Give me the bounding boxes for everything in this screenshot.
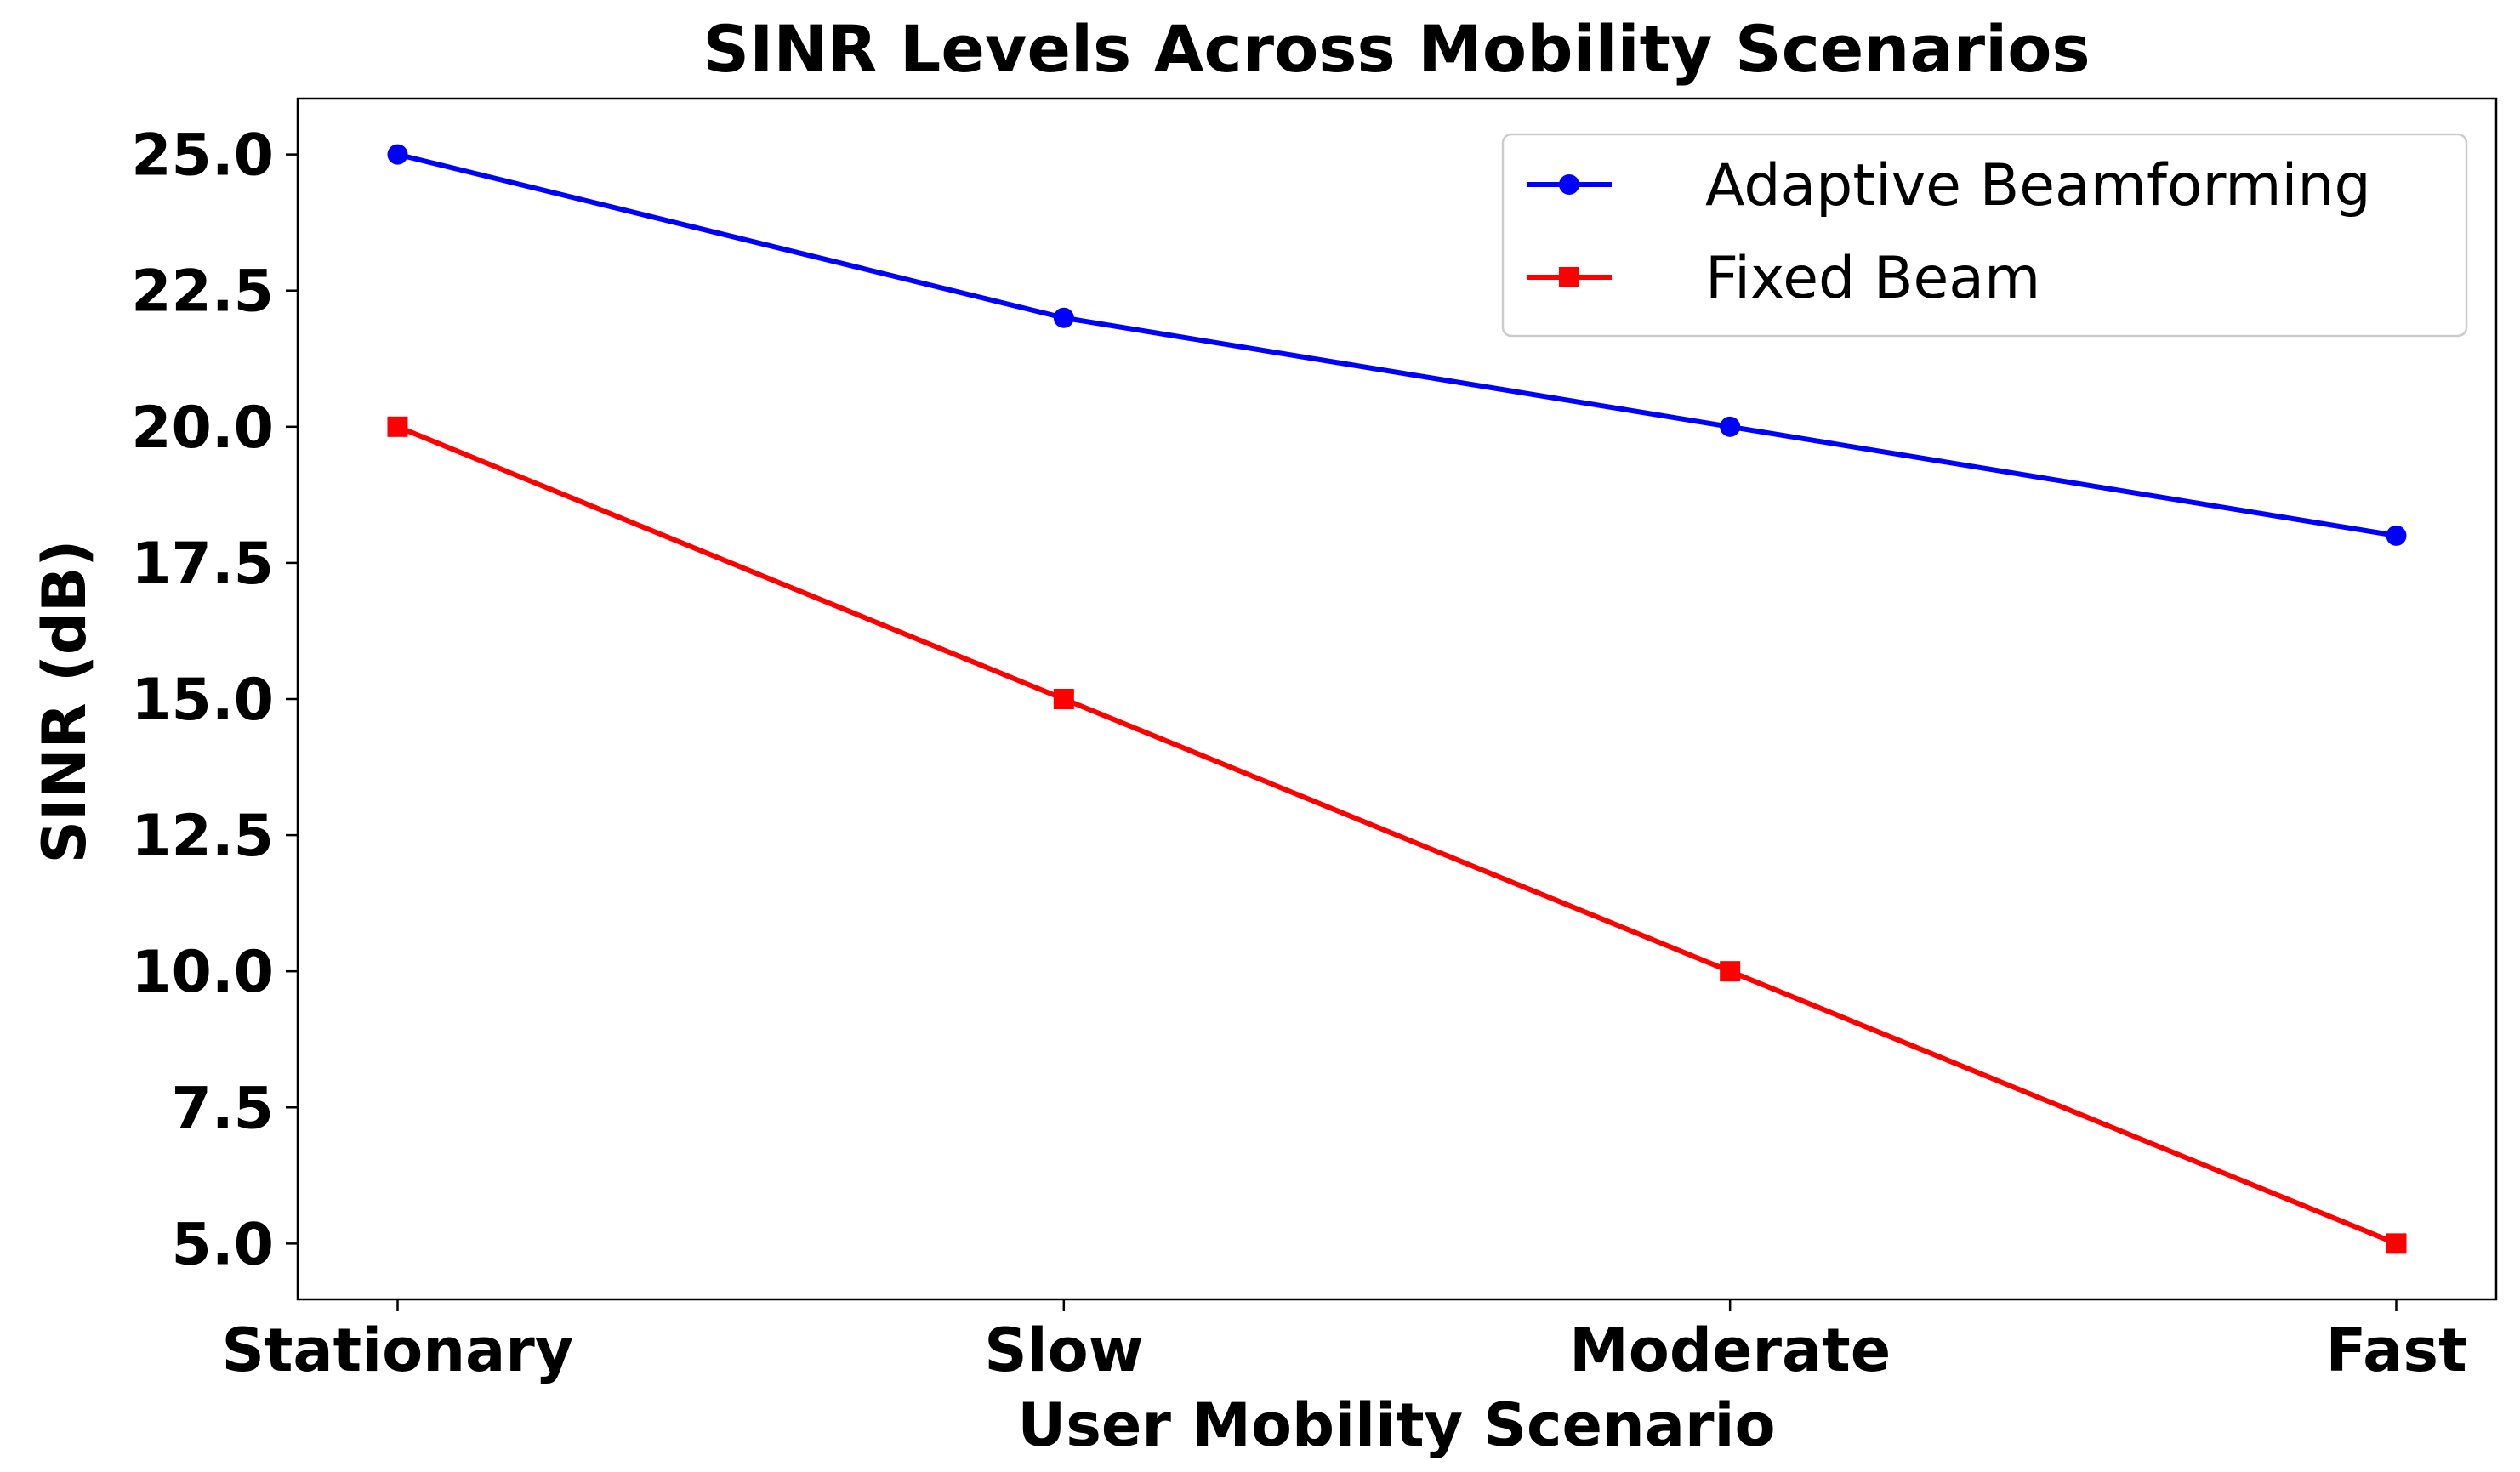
data-point <box>2386 525 2407 546</box>
data-point <box>2386 1233 2407 1254</box>
legend-marker <box>1559 174 1579 195</box>
y-tick-label: 22.5 <box>131 259 274 326</box>
y-tick-label: 10.0 <box>131 939 274 1006</box>
y-tick-label: 25.0 <box>131 122 274 190</box>
data-point <box>1720 416 1741 437</box>
legend-label: Fixed Beam <box>1705 245 2040 312</box>
legend-entry: Adaptive Beamforming <box>1527 152 2371 219</box>
data-point <box>387 144 408 165</box>
y-tick-label: 5.0 <box>172 1211 274 1278</box>
data-point <box>1053 307 1074 328</box>
x-tick-label: Stationary <box>222 1316 574 1385</box>
legend-marker <box>1559 267 1579 287</box>
y-tick-label: 20.0 <box>131 395 274 462</box>
legend: Adaptive Beamforming Fixed Beam <box>1501 133 2468 338</box>
y-tick-label: 12.5 <box>131 803 274 870</box>
data-point <box>1053 689 1074 709</box>
x-tick-label: Slow <box>984 1316 1143 1385</box>
chart-title: SINR Levels Across Mobility Scenarios <box>703 11 2090 87</box>
y-tick-label: 15.0 <box>131 667 274 734</box>
x-tick-label: Moderate <box>1569 1316 1891 1385</box>
legend-label: Adaptive Beamforming <box>1705 152 2371 219</box>
series-2 <box>387 416 2407 1254</box>
series-line <box>395 151 2399 538</box>
y-axis-label: SINR (dB) <box>30 540 100 864</box>
legend-entry: Fixed Beam <box>1527 245 2040 312</box>
x-axis-label: User Mobility Scenario <box>1017 1390 1775 1460</box>
data-point <box>387 416 408 437</box>
data-point <box>1720 961 1741 982</box>
plot-area: 5.0 7.5 10.0 12.5 15.0 17.5 20.0 22.5 25.0 Statio… <box>131 97 2498 1385</box>
legend-box <box>1501 133 2468 338</box>
y-tick-label: 17.5 <box>131 531 274 598</box>
x-tick-label: Fast <box>2325 1316 2466 1385</box>
y-tick-label: 7.5 <box>172 1075 274 1142</box>
series-line <box>395 423 2399 1247</box>
y-axis-label-group: SINR (dB) <box>30 540 100 864</box>
series-1 <box>387 144 2407 546</box>
